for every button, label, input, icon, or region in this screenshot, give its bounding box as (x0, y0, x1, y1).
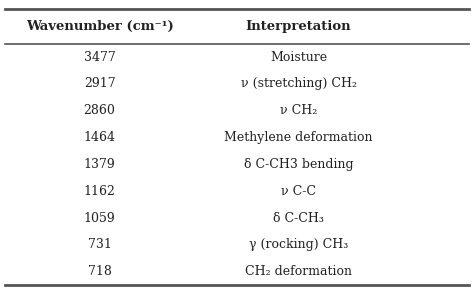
Text: 1379: 1379 (84, 158, 115, 171)
Text: 2860: 2860 (83, 104, 116, 117)
Text: δ C-CH3 bending: δ C-CH3 bending (244, 158, 354, 171)
Text: Interpretation: Interpretation (246, 20, 351, 33)
Text: 1162: 1162 (83, 185, 116, 198)
Text: ν CH₂: ν CH₂ (280, 104, 317, 117)
Text: 1059: 1059 (84, 212, 115, 225)
Text: Wavenumber (cm⁻¹): Wavenumber (cm⁻¹) (26, 20, 173, 33)
Text: 1464: 1464 (83, 131, 116, 144)
Text: ν (stretching) CH₂: ν (stretching) CH₂ (241, 77, 356, 91)
Text: γ (rocking) CH₃: γ (rocking) CH₃ (249, 238, 348, 251)
Text: Moisture: Moisture (270, 51, 327, 64)
Text: 731: 731 (88, 238, 111, 251)
Text: 3477: 3477 (84, 51, 115, 64)
Text: ν C-C: ν C-C (281, 185, 316, 198)
Text: 2917: 2917 (84, 77, 115, 91)
Text: CH₂ deformation: CH₂ deformation (245, 265, 352, 278)
Text: 718: 718 (88, 265, 111, 278)
Text: Methylene deformation: Methylene deformation (224, 131, 373, 144)
Text: δ C-CH₃: δ C-CH₃ (273, 212, 324, 225)
